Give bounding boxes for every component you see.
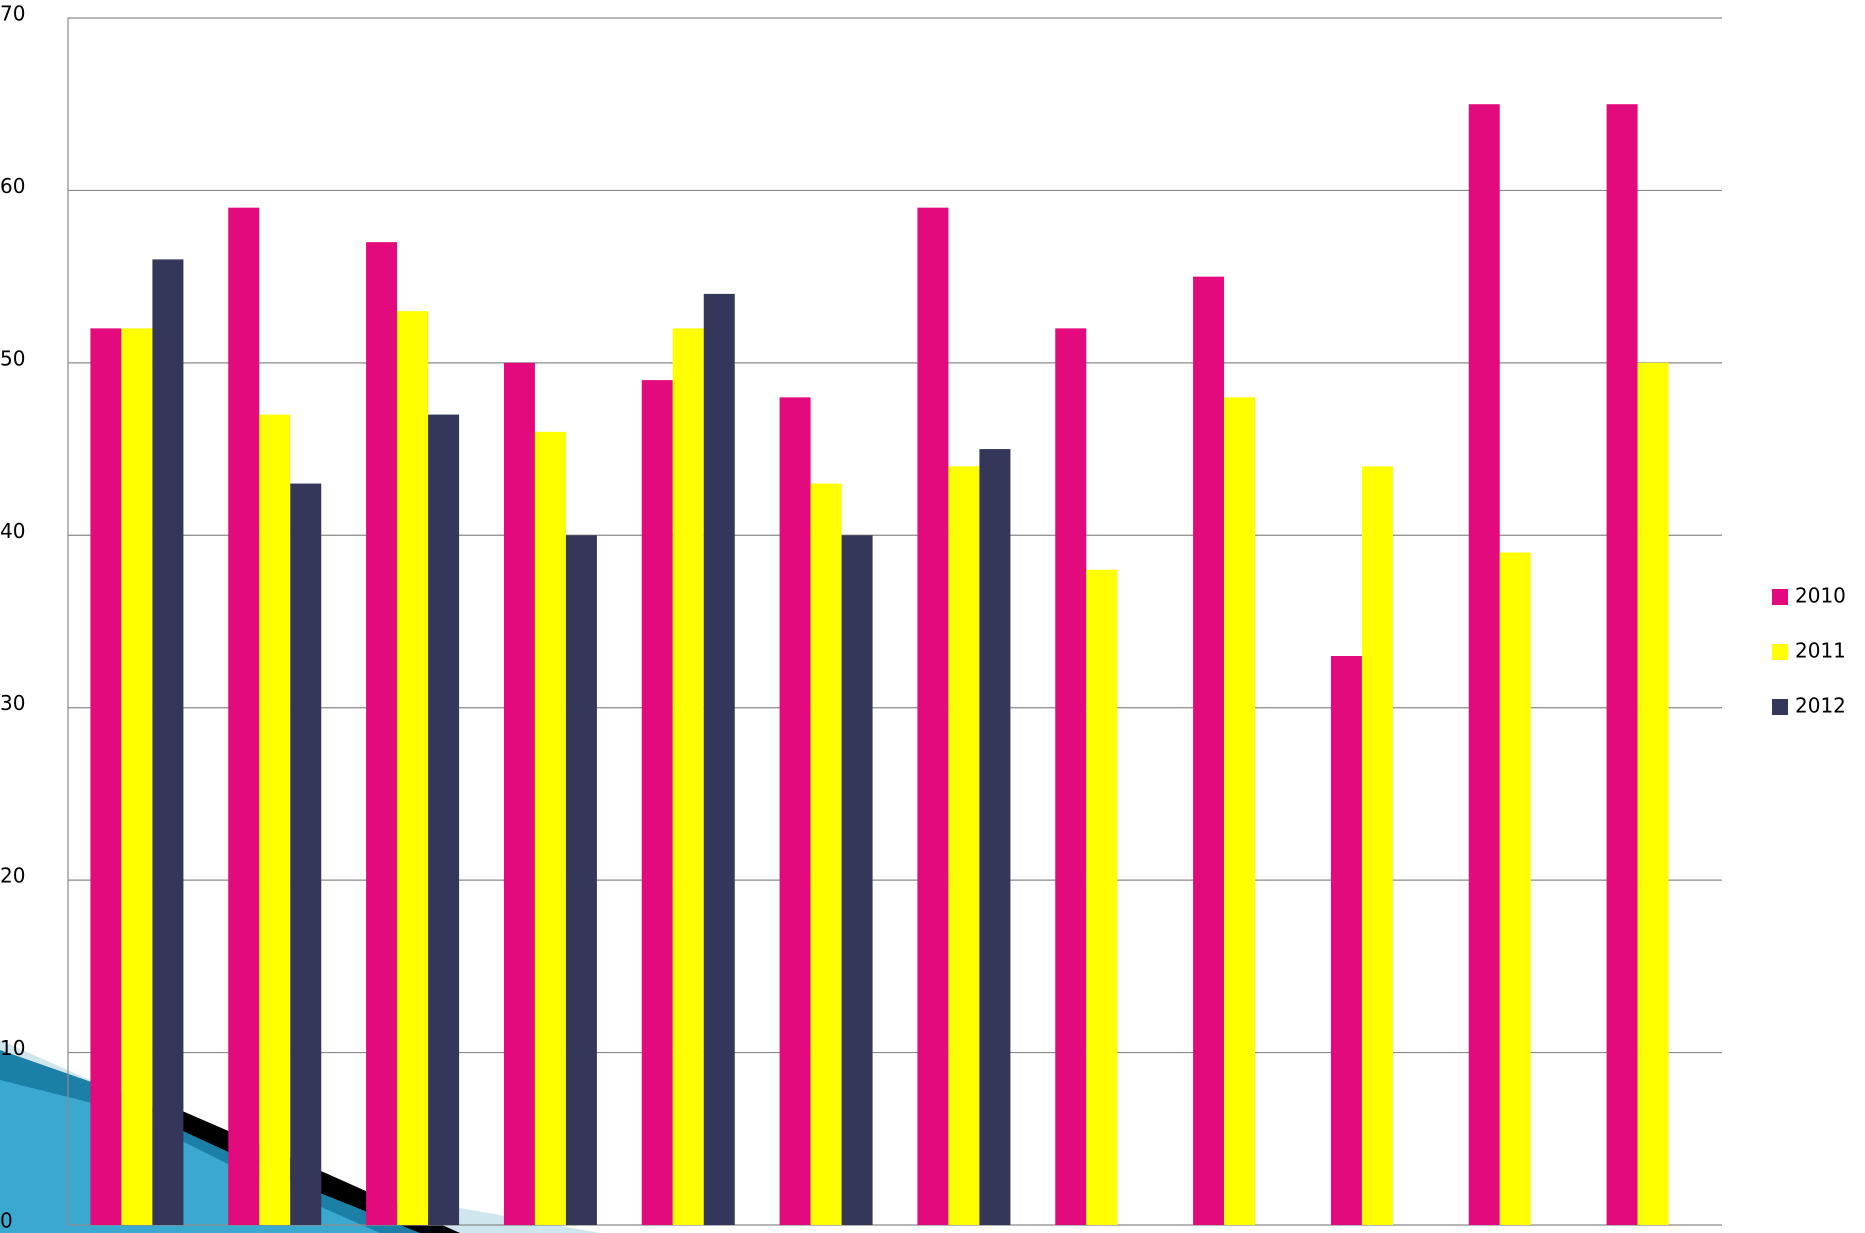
y-tick-label: 10 <box>0 1036 25 1060</box>
bar <box>672 328 704 1225</box>
bar <box>841 535 873 1225</box>
bar <box>1193 276 1225 1226</box>
bar <box>228 207 260 1225</box>
bar <box>565 535 597 1225</box>
legend-label: 2011 <box>1795 639 1846 663</box>
bar <box>1468 104 1500 1226</box>
bar <box>503 362 535 1225</box>
bar <box>366 242 398 1225</box>
bar <box>1499 552 1531 1225</box>
y-tick-label: 60 <box>0 174 25 198</box>
y-tick-label: 20 <box>0 864 25 888</box>
bar <box>1055 328 1087 1225</box>
bar <box>152 259 184 1225</box>
bar <box>534 431 566 1225</box>
y-tick-label: 40 <box>0 519 25 543</box>
legend-swatch <box>1772 644 1788 660</box>
legend-swatch <box>1772 589 1788 605</box>
y-tick-label: 50 <box>0 346 25 370</box>
bar <box>917 207 949 1225</box>
bar <box>397 311 429 1226</box>
bar <box>1637 362 1669 1225</box>
bar <box>428 414 460 1226</box>
y-tick-label: 70 <box>0 2 25 26</box>
bar <box>90 328 122 1225</box>
bar <box>1086 569 1118 1225</box>
bar <box>948 466 980 1225</box>
bar <box>121 328 153 1225</box>
legend-swatch <box>1772 699 1788 715</box>
y-tick-label: 0 <box>0 1209 13 1233</box>
bar <box>259 414 291 1226</box>
legend-label: 2012 <box>1795 694 1846 718</box>
bar <box>641 380 673 1226</box>
bar <box>1224 397 1256 1225</box>
legend-label: 2010 <box>1795 584 1846 608</box>
y-tick-label: 30 <box>0 691 25 715</box>
bar <box>1361 466 1393 1225</box>
bar <box>779 397 811 1225</box>
bar <box>1330 655 1362 1225</box>
bar <box>810 483 842 1225</box>
bar <box>703 293 735 1225</box>
bar <box>290 483 322 1225</box>
bar <box>979 449 1011 1226</box>
bar <box>1606 104 1638 1226</box>
